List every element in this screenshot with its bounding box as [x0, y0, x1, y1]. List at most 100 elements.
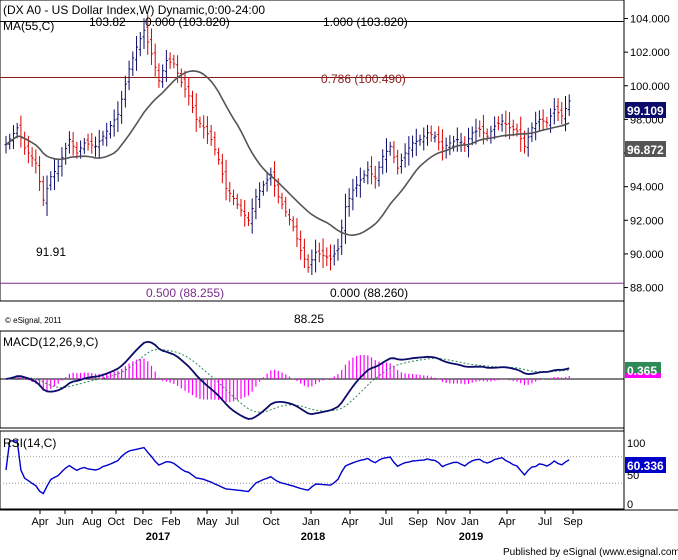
x-tick-label: Sep — [563, 516, 583, 528]
annotation-low-fib: 0.000 (88.260) — [330, 286, 408, 300]
price-bar — [138, 31, 142, 57]
price-bar — [205, 116, 209, 144]
price-bar — [168, 52, 172, 69]
price-bar — [149, 28, 153, 65]
price-bar — [422, 127, 426, 151]
price-bar — [153, 43, 157, 77]
price-bar — [41, 175, 45, 206]
price-bar — [418, 134, 422, 146]
price-bar — [131, 51, 135, 76]
price-bar — [101, 130, 105, 146]
price-bar — [60, 147, 64, 177]
price-bar — [396, 149, 400, 175]
price-bar — [358, 167, 362, 198]
price-bar — [556, 98, 560, 122]
rsi-value: 60.336 — [627, 459, 664, 473]
x-tick-label: Nov — [436, 516, 456, 528]
price-bar — [265, 171, 269, 192]
x-tick-label: Oct — [107, 516, 124, 528]
price-bar — [243, 200, 247, 227]
x-tick-label: Jul — [538, 516, 552, 528]
price-tick-label: 102.000 — [630, 47, 670, 59]
rsi-label: RSI(14,C) — [3, 436, 56, 450]
x-tick-label: Jul — [225, 516, 239, 528]
last-price-value: 99.109 — [627, 104, 664, 118]
price-bar — [194, 93, 198, 132]
price-bar — [325, 247, 329, 267]
price-bar — [142, 18, 146, 50]
price-bar — [157, 63, 161, 88]
price-bar — [317, 242, 321, 263]
rsi-tick-0: 0 — [627, 499, 633, 511]
price-bar — [258, 182, 262, 208]
price-bar — [291, 216, 295, 232]
publisher-text: Published by eSignal (www.esignal.com) — [503, 547, 678, 558]
year-label: 2018 — [301, 531, 325, 543]
price-bar — [467, 127, 471, 158]
price-bar — [146, 14, 150, 55]
price-bar — [164, 49, 168, 82]
price-bar — [56, 158, 60, 182]
year-label: 2019 — [459, 531, 483, 543]
price-bar — [67, 131, 71, 154]
price-tick-label: 100.000 — [630, 81, 670, 93]
price-bar — [302, 238, 306, 269]
price-bar — [437, 126, 441, 151]
price-bar — [49, 171, 53, 191]
price-tick-label: 90.000 — [630, 249, 664, 261]
x-tick-label: May — [197, 516, 218, 528]
price-bar — [564, 96, 567, 132]
price-bar — [295, 218, 299, 248]
chart-title: (DX A0 - US Dollar Index,W) Dynamic,0:00… — [3, 3, 265, 17]
price-bar — [224, 159, 228, 201]
rsi-tick-100: 100 — [627, 438, 645, 450]
price-bar — [411, 135, 415, 158]
price-bar — [123, 75, 127, 108]
price-bar — [232, 189, 236, 206]
x-tick-label: Apr — [341, 516, 358, 528]
price-bar — [228, 181, 232, 203]
price-bar — [414, 128, 418, 156]
price-bar — [347, 188, 351, 217]
price-bar — [94, 136, 98, 157]
x-tick-label: Jan — [302, 516, 320, 528]
price-bar — [235, 193, 239, 210]
price-bar — [310, 249, 314, 276]
price-bar — [217, 147, 221, 165]
price-bar — [187, 76, 191, 106]
price-bar — [340, 219, 344, 255]
price-bar — [127, 60, 131, 91]
price-bar — [362, 170, 366, 184]
price-bar — [425, 124, 429, 146]
price-bar — [179, 68, 183, 88]
price-bar — [511, 119, 515, 137]
macd-line — [5, 340, 570, 420]
price-bar — [321, 238, 325, 268]
price-bar — [429, 125, 433, 142]
price-tick-label: 94.000 — [630, 182, 664, 194]
price-bar — [135, 36, 139, 71]
last-price-box — [625, 102, 666, 118]
price-bar — [254, 188, 258, 220]
macd-layer — [0, 340, 624, 420]
price-bar — [332, 244, 336, 266]
price-bar — [213, 131, 217, 156]
price-bar — [474, 118, 478, 145]
annotation-low-2016: 91.91 — [36, 245, 66, 259]
macd-value-box-inner — [625, 362, 661, 373]
price-bar — [246, 211, 250, 227]
x-tick-label: Feb — [162, 516, 181, 528]
annotation-high: 103.82 — [89, 15, 126, 29]
price-bar — [381, 149, 385, 175]
macd-value: 0.365 — [627, 364, 657, 378]
price-bar — [407, 136, 411, 166]
x-tick-label: Aug — [82, 516, 102, 528]
price-bar — [90, 132, 94, 154]
price-bar — [526, 127, 530, 157]
price-bar — [478, 120, 482, 138]
annotation-low-2018: 88.25 — [294, 312, 324, 326]
price-bar — [161, 64, 165, 88]
price-bar — [388, 141, 392, 156]
price-bar — [351, 178, 355, 211]
